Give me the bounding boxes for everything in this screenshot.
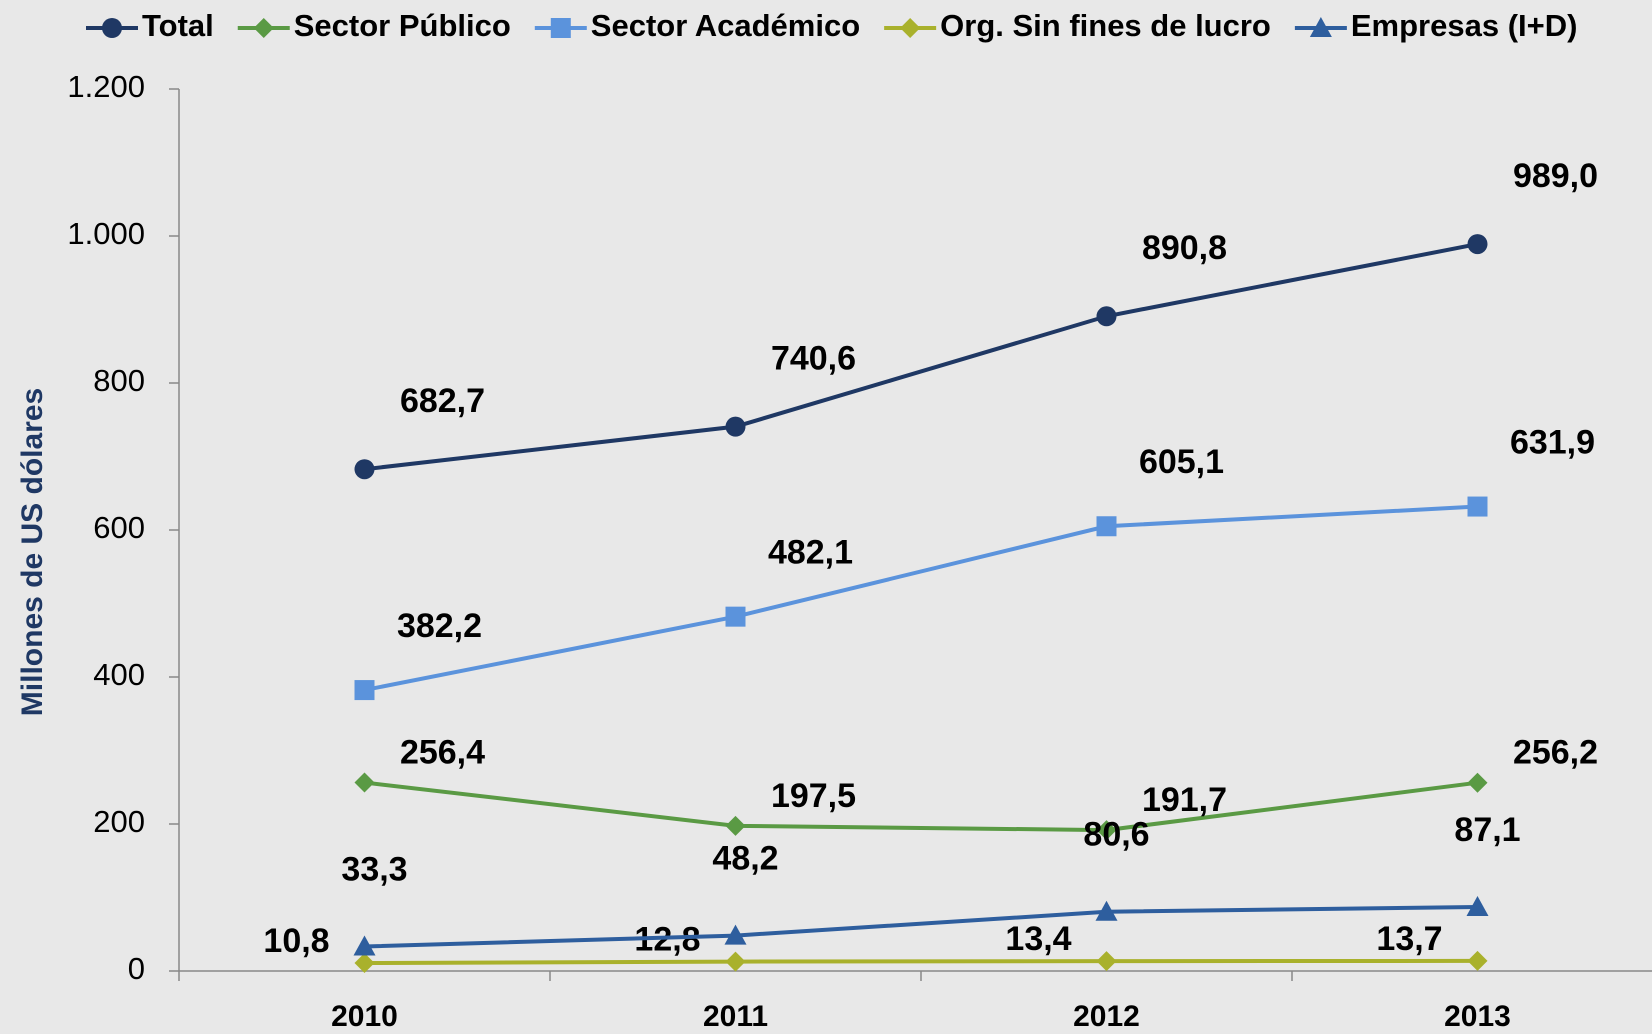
marker <box>354 459 375 480</box>
data-label: 890,8 <box>1142 229 1227 267</box>
marker <box>725 606 746 627</box>
data-label: 197,5 <box>771 777 856 815</box>
data-label: 631,9 <box>1510 424 1595 462</box>
legend-label: Org. Sin fines de lucro <box>940 8 1271 43</box>
series-line <box>364 242 1478 472</box>
y-axis-label: Millones de US dólares <box>16 388 49 716</box>
marker <box>1467 496 1488 517</box>
data-label: 48,2 <box>712 840 778 878</box>
marker <box>1309 17 1332 37</box>
marker <box>1095 900 1118 921</box>
series-line <box>364 780 1478 833</box>
legend-item: Sector Público <box>237 8 511 43</box>
marker <box>1466 895 1489 916</box>
data-label: 256,2 <box>1513 734 1598 772</box>
series-line <box>364 958 1478 966</box>
legend-item: Sector Académico <box>534 8 860 43</box>
legend-label: Total <box>142 8 214 43</box>
legend-label: Sector Académico <box>591 8 860 43</box>
marker <box>1467 772 1488 793</box>
legend-item: Total <box>86 8 214 43</box>
data-label: 382,2 <box>397 607 482 645</box>
marker <box>1096 820 1117 841</box>
data-label: 10,8 <box>263 922 329 960</box>
marker <box>725 815 746 836</box>
data-label: 191,7 <box>1142 781 1227 819</box>
marker <box>550 18 571 38</box>
series-line <box>364 904 1478 949</box>
data-label: 482,1 <box>768 534 853 572</box>
marker <box>900 18 921 38</box>
data-label: 13,7 <box>1376 920 1442 958</box>
legend-label: Empresas (I+D) <box>1351 8 1578 43</box>
marker <box>1096 951 1117 972</box>
data-label: 989,0 <box>1513 157 1598 195</box>
legend-item: Org. Sin fines de lucro <box>884 8 1271 43</box>
x-tick-label: 2012 <box>1073 1000 1140 1033</box>
marker <box>1096 306 1117 327</box>
marker <box>1096 516 1117 537</box>
data-label: 33,3 <box>341 851 407 889</box>
x-tick-label: 2011 <box>703 1000 768 1033</box>
y-tick-label: 1.200 <box>67 69 145 104</box>
legend-item: Empresas (I+D) <box>1294 8 1578 43</box>
marker <box>354 953 375 974</box>
data-label: 605,1 <box>1139 443 1224 481</box>
marker <box>353 935 376 956</box>
data-label: 80,6 <box>1083 816 1149 854</box>
x-tick-label: 2010 <box>331 1000 398 1033</box>
x-tick-label: 2013 <box>1444 1000 1511 1033</box>
marker <box>102 18 122 38</box>
data-label: 740,6 <box>771 340 856 378</box>
data-label: 13,4 <box>1005 920 1071 958</box>
y-tick-label: 600 <box>93 510 145 545</box>
marker <box>1467 950 1488 971</box>
y-tick-label: 1.000 <box>67 216 145 251</box>
marker <box>354 680 375 701</box>
data-label: 256,4 <box>400 734 485 772</box>
data-label: 682,7 <box>400 382 485 420</box>
marker <box>724 924 747 945</box>
marker <box>725 416 746 437</box>
marker <box>725 951 746 972</box>
y-tick-label: 0 <box>128 951 145 986</box>
marker <box>354 772 375 793</box>
legend-label: Sector Público <box>294 8 511 43</box>
marker <box>1467 234 1488 255</box>
series-line <box>364 504 1478 693</box>
y-tick-label: 400 <box>93 657 145 692</box>
y-tick-label: 800 <box>93 363 145 398</box>
marker <box>253 18 274 38</box>
y-tick-label: 200 <box>93 804 145 839</box>
data-label: 87,1 <box>1454 811 1520 849</box>
